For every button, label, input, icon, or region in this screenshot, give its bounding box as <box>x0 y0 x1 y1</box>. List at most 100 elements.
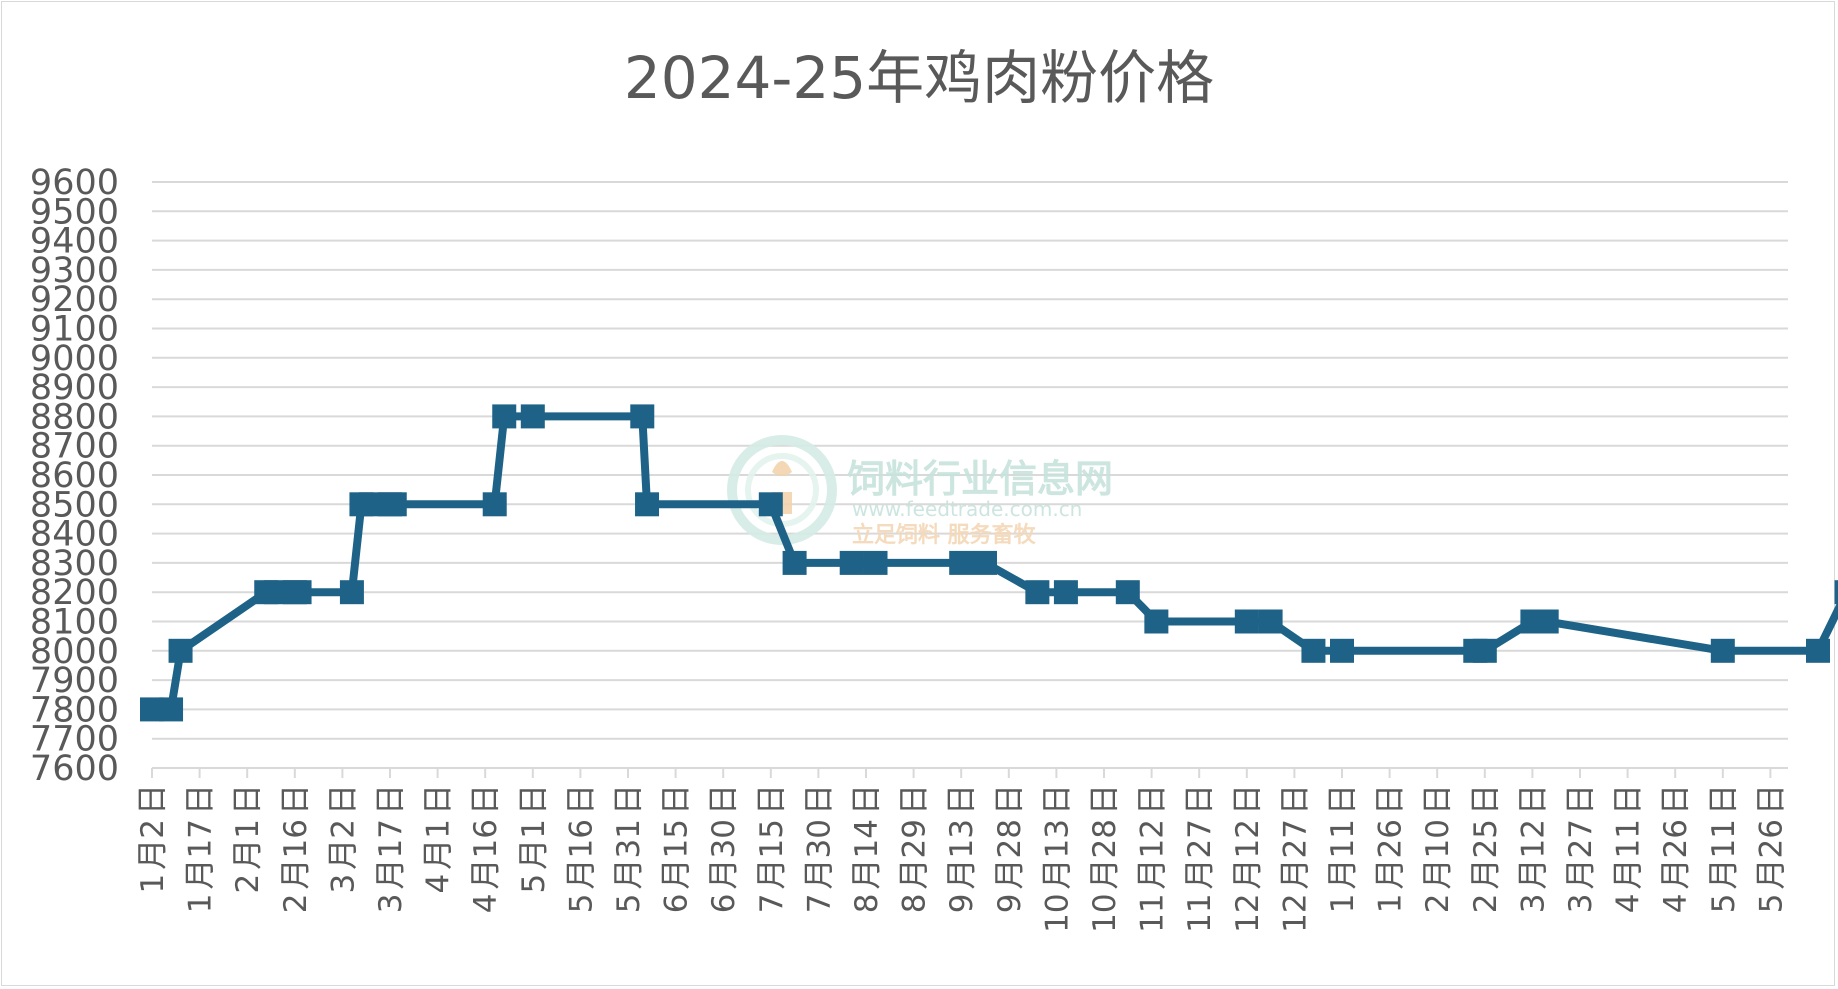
data-point <box>758 492 783 517</box>
x-tick-label: 5 月11 日 <box>1706 784 1742 913</box>
x-tick-label: 11 月27 日 <box>1182 784 1218 933</box>
x-tick-label-part: 月 <box>563 858 599 889</box>
x-tick-label-part: 月 <box>754 858 790 889</box>
x-tick-label: 8 月29 日 <box>897 784 933 913</box>
x-tick-label-part: 12 <box>1230 893 1266 932</box>
data-point <box>1144 609 1169 634</box>
x-tick-label-part: 2 <box>1420 893 1456 913</box>
data-point <box>382 492 407 517</box>
x-tick-label-part: 日 <box>325 784 361 815</box>
y-tick-label: 9100 <box>30 310 119 350</box>
x-tick-label-part: 3 <box>373 893 409 913</box>
x-tick-label: 6 月30 日 <box>706 784 742 913</box>
x-tick-label-part: 日 <box>230 784 266 815</box>
x-tick-label: 9 月13 日 <box>944 784 980 913</box>
y-tick-label: 8100 <box>30 603 119 643</box>
x-tick-label-part: 30 <box>706 819 742 858</box>
x-tick-label-part: 4 <box>1658 893 1694 913</box>
x-tick-label-part: 2 <box>135 819 171 839</box>
x-tick-label-part: 日 <box>1611 784 1647 815</box>
x-tick-label-part: 28 <box>1087 819 1123 858</box>
data-point <box>339 580 364 605</box>
y-tick-label: 7700 <box>30 720 119 760</box>
data-point <box>1710 638 1735 663</box>
x-tick-label-part: 29 <box>897 819 933 858</box>
x-tick-label-part: 日 <box>1230 784 1266 815</box>
data-point <box>782 550 807 575</box>
x-tick-label: 2 月10 日 <box>1420 784 1456 913</box>
x-tick-label-part: 日 <box>373 784 409 815</box>
x-tick-label-part: 31 <box>611 819 647 858</box>
x-tick-label-part: 日 <box>1563 784 1599 815</box>
x-tick-label-part: 26 <box>1658 819 1694 858</box>
y-tick-label: 9400 <box>30 222 119 262</box>
x-tick-label-part: 月 <box>611 858 647 889</box>
x-tick-label-part: 日 <box>135 784 171 815</box>
x-tick-label-part: 15 <box>659 819 695 858</box>
data-point <box>492 404 517 429</box>
x-tick-label: 11 月12 日 <box>1135 784 1171 933</box>
x-tick-label-part: 日 <box>1658 784 1694 815</box>
x-tick-label-part: 30 <box>801 819 837 858</box>
x-tick-label: 9 月28 日 <box>992 784 1028 913</box>
y-tick-label: 9300 <box>30 251 119 291</box>
x-tick-label-part: 月 <box>659 858 695 889</box>
x-tick-label: 5 月31 日 <box>611 784 647 913</box>
data-point <box>1301 638 1326 663</box>
data-point <box>168 638 193 663</box>
x-tick-label-part: 月 <box>1039 858 1075 889</box>
x-tick-label-part: 月 <box>1230 858 1266 889</box>
data-point <box>1115 580 1140 605</box>
x-tick-label-part: 16 <box>468 819 504 858</box>
x-tick-label-part: 12 <box>1135 819 1171 858</box>
x-tick-label-part: 月 <box>1468 858 1504 889</box>
x-tick-label-part: 日 <box>897 784 933 815</box>
x-tick-label-part: 日 <box>849 784 885 815</box>
x-tick-label-part: 日 <box>1420 784 1456 815</box>
y-tick-label: 9000 <box>30 339 119 379</box>
x-tick-label-part: 2 <box>278 893 314 913</box>
x-tick-label: 12月12日 <box>1230 784 1266 933</box>
x-tick-label-part: 10 <box>1039 893 1075 932</box>
x-tick-label-part: 11 <box>1611 819 1647 858</box>
y-tick-label: 8200 <box>30 573 119 613</box>
x-tick-label-part: 月 <box>1135 858 1171 889</box>
x-tick-label-part: 27 <box>1563 819 1599 858</box>
x-tick-label-part: 月 <box>421 839 457 870</box>
y-tick-label: 7600 <box>30 749 119 789</box>
x-tick-label-part: 1 <box>230 819 266 839</box>
x-tick-label: 3 月2 日 <box>325 784 361 893</box>
x-tick-label-part: 5 <box>1753 893 1789 913</box>
x-tick-label-part: 14 <box>849 819 885 858</box>
x-tick-label-part: 27 <box>1277 819 1313 858</box>
data-point <box>635 492 660 517</box>
x-tick-label: 3 月17 日 <box>373 784 409 913</box>
x-tick-label-part: 15 <box>754 819 790 858</box>
x-tick-label-part: 1 <box>516 819 552 839</box>
y-tick-label: 8400 <box>30 515 119 555</box>
y-tick-label: 8000 <box>30 632 119 672</box>
x-tick-label-part: 17 <box>373 819 409 858</box>
x-tick-label-part: 日 <box>183 784 219 815</box>
x-tick-label-part: 25 <box>1468 819 1504 858</box>
x-tick-label-part: 1 <box>183 893 219 913</box>
x-tick-label-part: 7 <box>754 893 790 913</box>
y-tick-label: 8700 <box>30 427 119 467</box>
x-tick-label: 12 月27 日 <box>1277 784 1313 933</box>
x-tick-label: 1 月26 日 <box>1373 784 1409 913</box>
watermark-slogan: 立足饲料 服务畜牧 <box>852 522 1037 548</box>
x-tick-label-part: 日 <box>611 784 647 815</box>
x-tick-label: 4 月16 日 <box>468 784 504 913</box>
x-tick-label-part: 9 <box>944 893 980 913</box>
data-point <box>1053 580 1078 605</box>
x-tick-label: 4 月11 日 <box>1611 784 1647 913</box>
x-tick-label-part: 日 <box>754 784 790 815</box>
x-tick-label-part: 6 <box>706 893 742 913</box>
x-tick-label-part: 16 <box>563 819 599 858</box>
data-point <box>482 492 507 517</box>
watermark-logo-text: 饲料行业信息网 <box>847 457 1113 501</box>
x-tick-label-part: 8 <box>897 893 933 913</box>
x-tick-label-part: 5 <box>563 893 599 913</box>
x-tick-label-part: 1 <box>421 819 457 839</box>
